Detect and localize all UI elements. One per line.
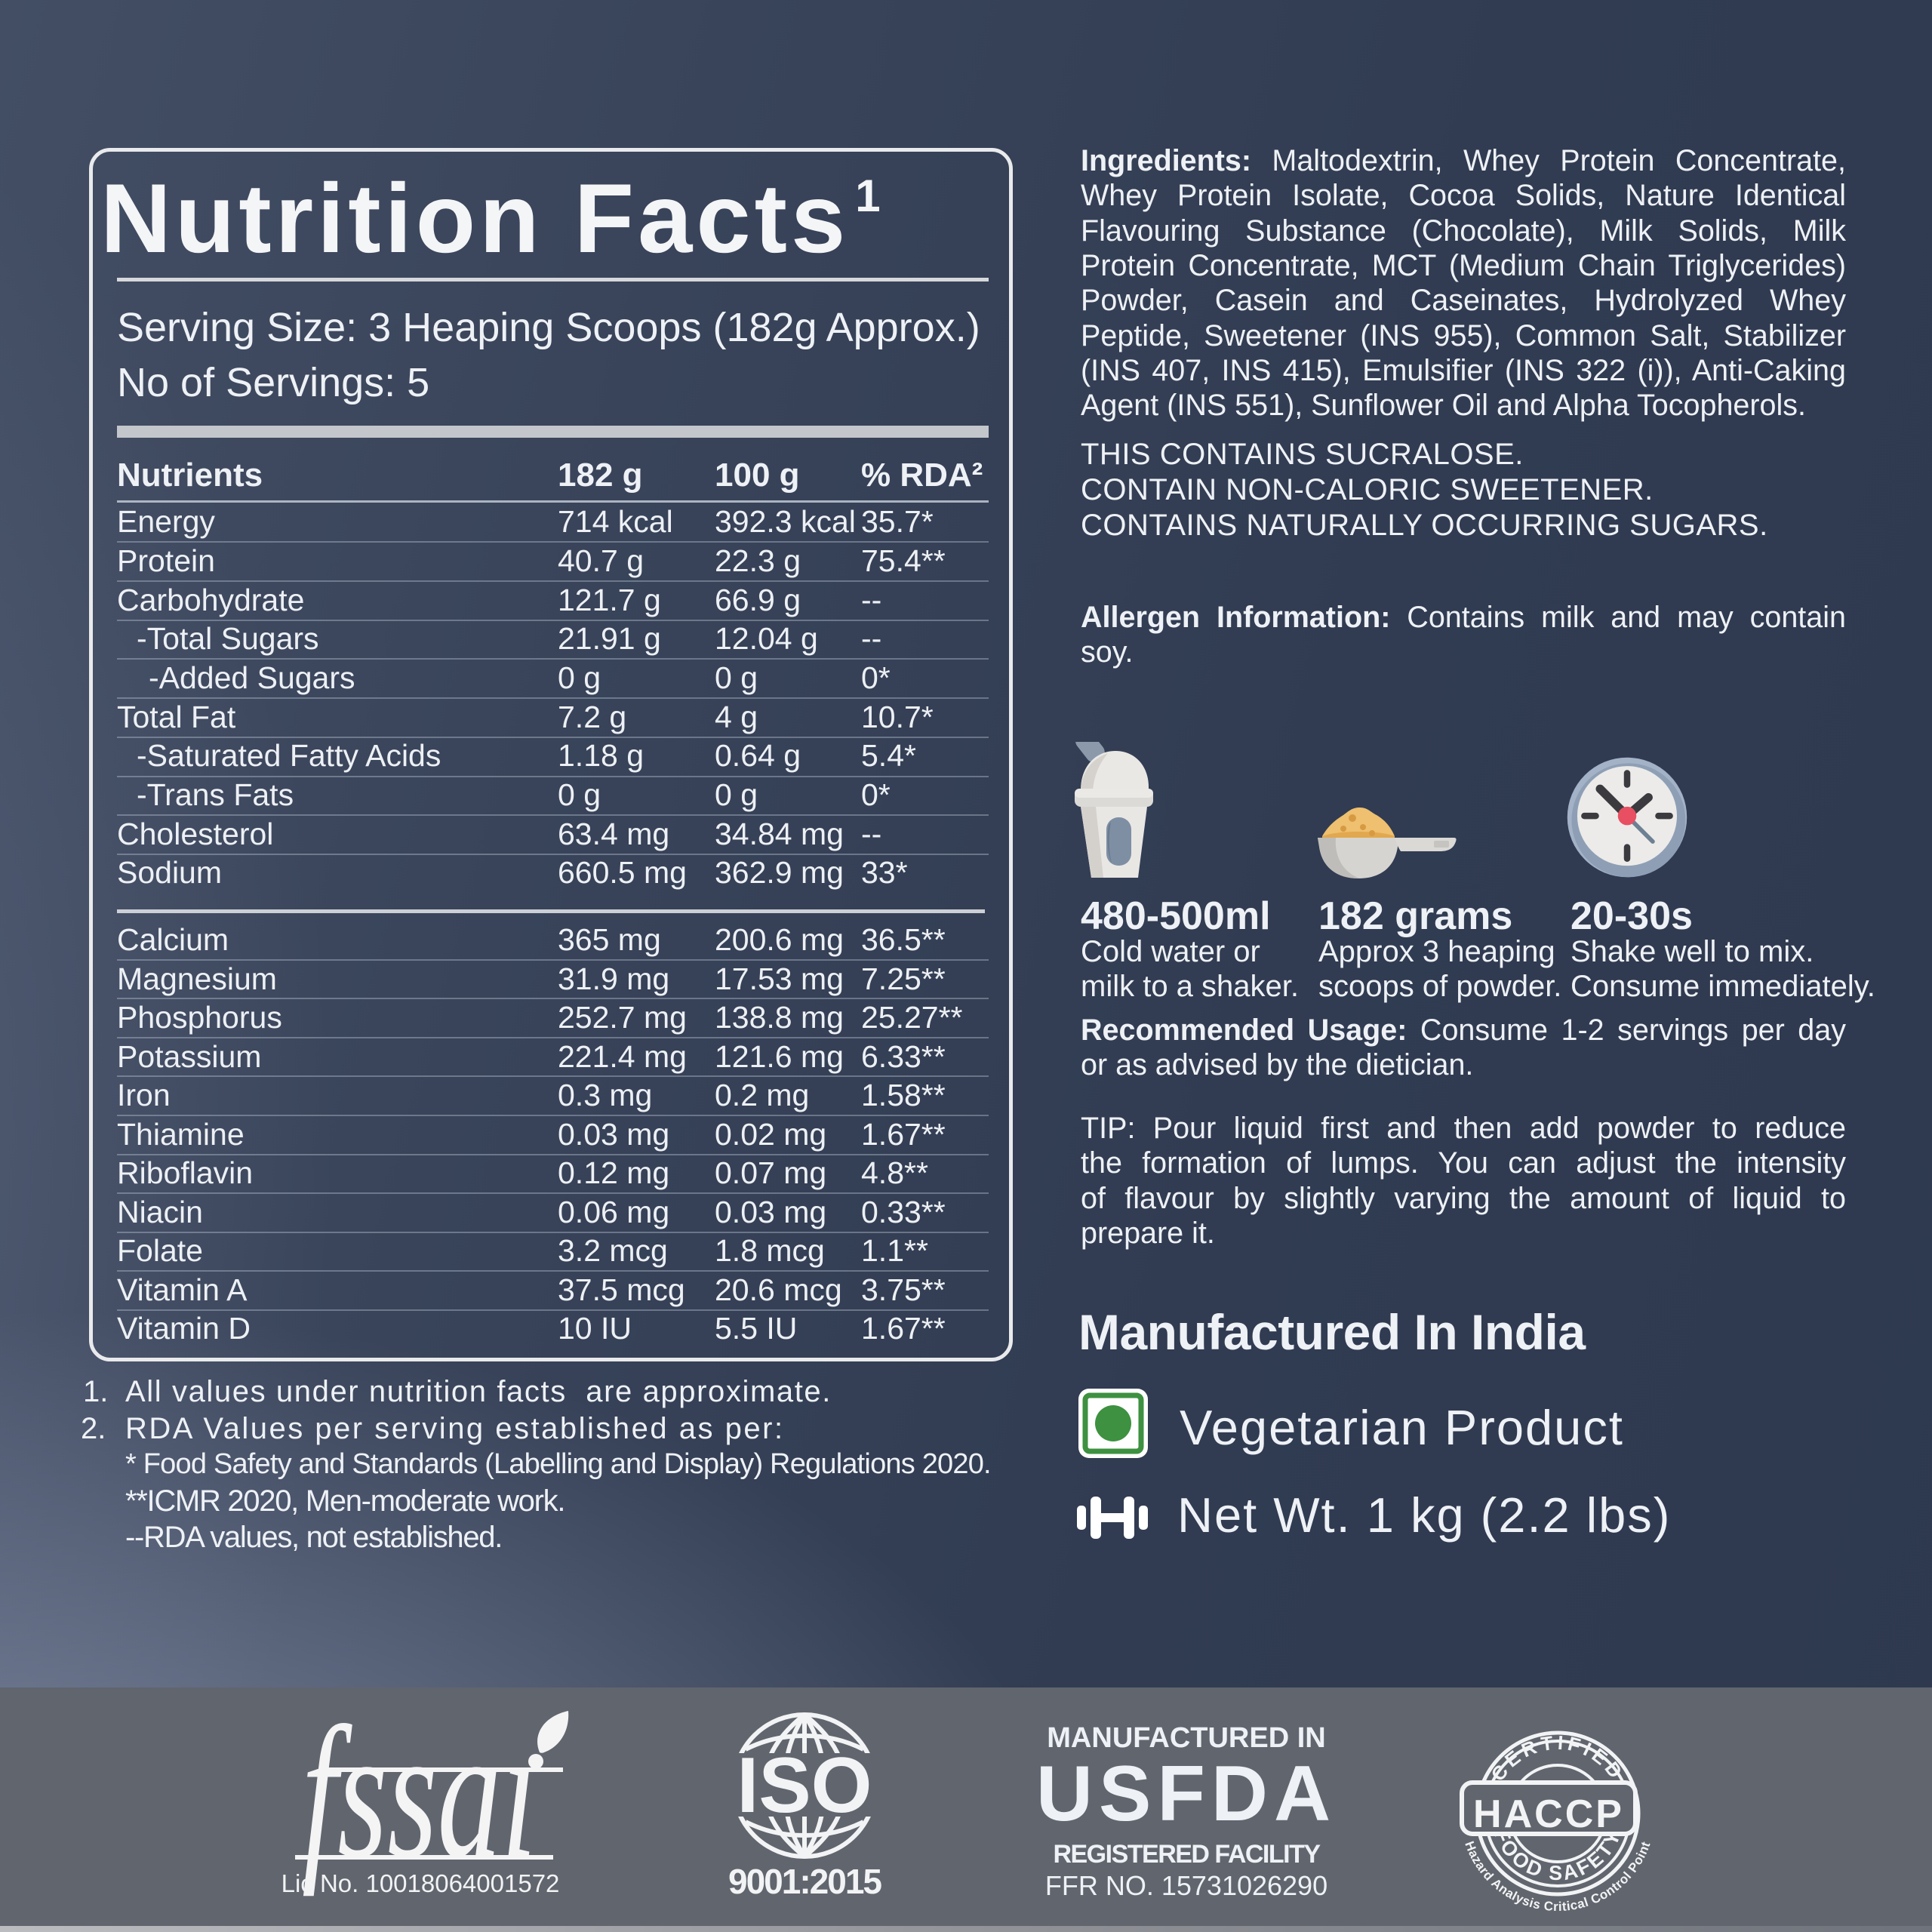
svg-text:CERTIFIED: CERTIFIED [1486,1731,1629,1786]
svg-text:HACCP: HACCP [1473,1792,1624,1836]
